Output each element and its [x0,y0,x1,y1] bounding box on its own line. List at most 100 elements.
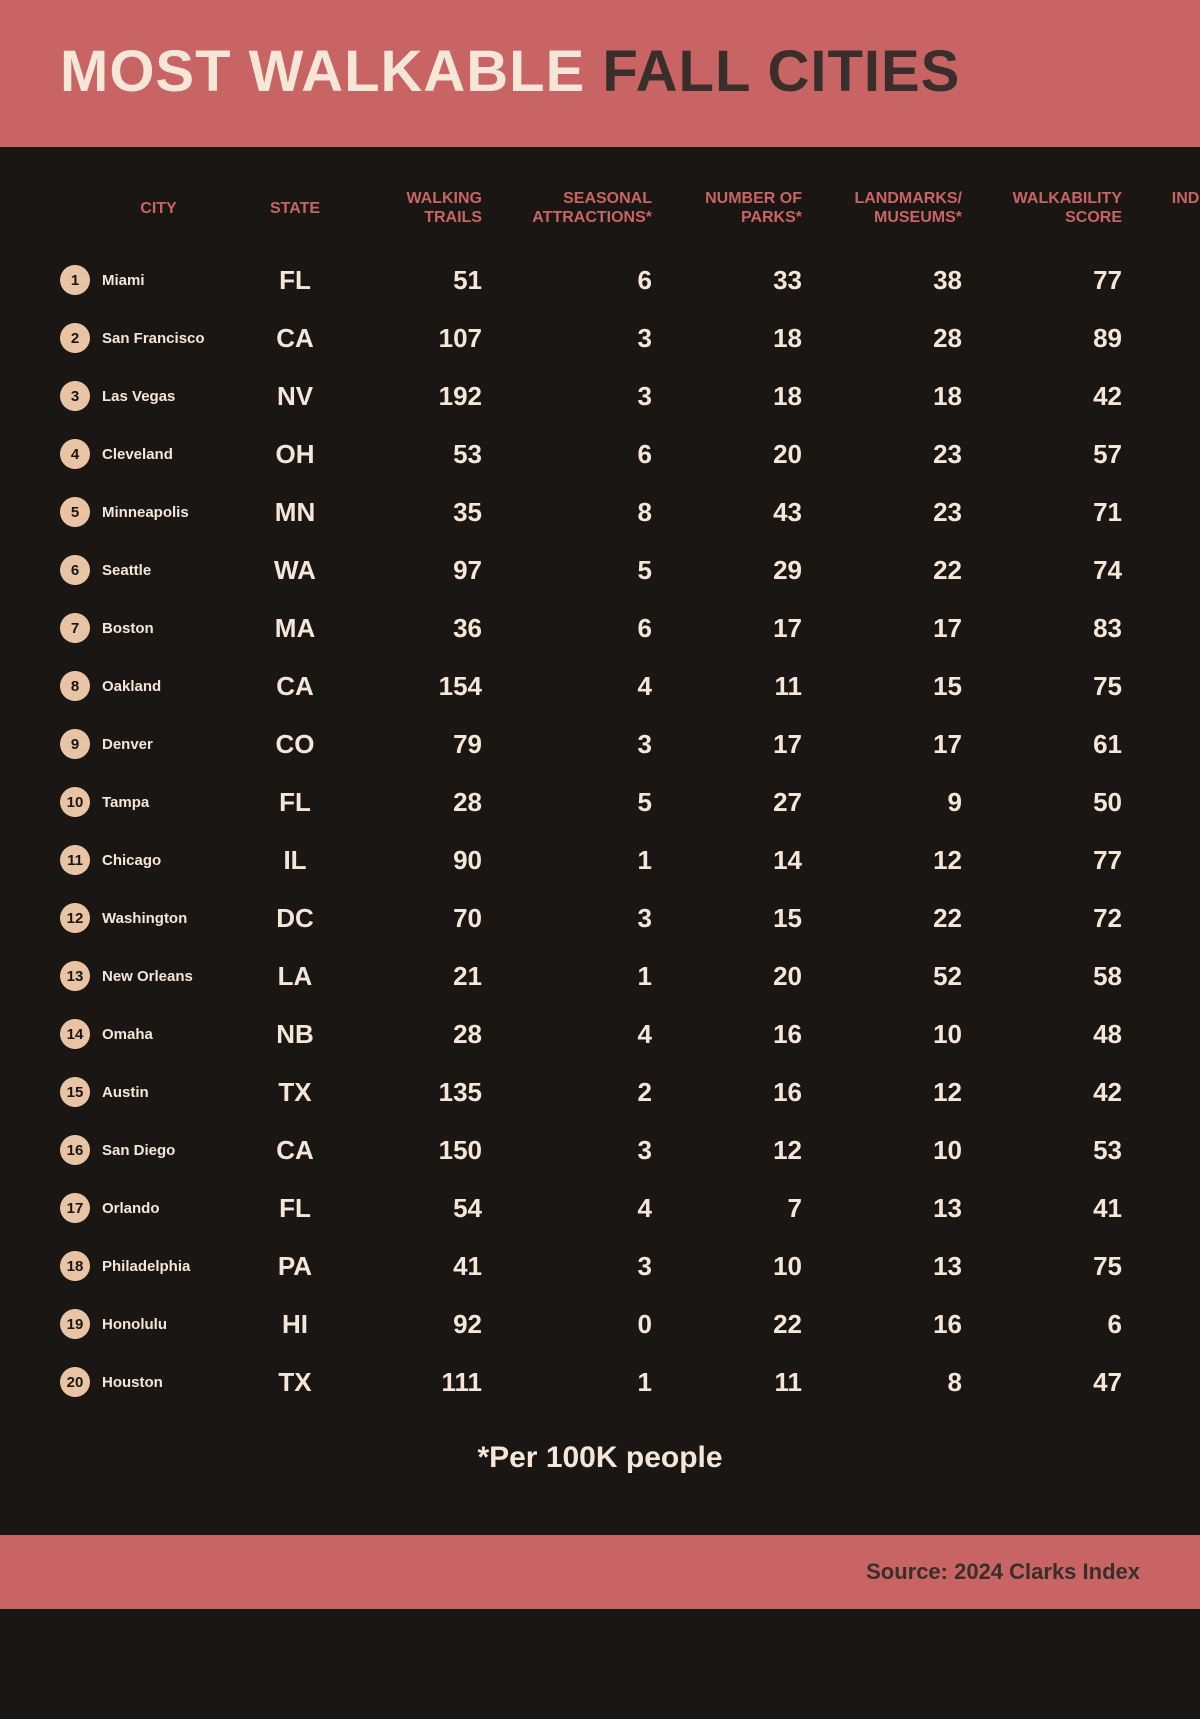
table-row: 16San DiegoCA150312105361 [60,1121,1140,1179]
rank-badge: 12 [60,903,90,933]
table-row: 18PhiladelphiaPA41310137558 [60,1237,1140,1295]
rank-badge: 9 [60,729,90,759]
index-cell: 79 [1130,497,1200,528]
state-cell: FL [240,787,350,818]
city-name: Miami [102,272,145,289]
city-name: Orlando [102,1200,160,1217]
state-cell: IL [240,845,350,876]
state-cell: TX [240,1367,350,1398]
trails-cell: 111 [350,1367,490,1398]
attractions-cell: 2 [490,1077,660,1108]
index-cell: 58 [1130,1251,1200,1282]
trails-cell: 54 [350,1193,490,1224]
walkability-cell: 72 [970,903,1130,934]
trails-cell: 28 [350,787,490,818]
index-cell: 66 [1130,903,1200,934]
city-name: Denver [102,736,153,753]
table-row: 1MiamiFL51633387788 [60,251,1140,309]
rank-badge: 10 [60,787,90,817]
source-text: Source: 2024 Clarks Index [866,1559,1140,1584]
rank-badge: 17 [60,1193,90,1223]
attractions-cell: 3 [490,1251,660,1282]
state-cell: HI [240,1309,350,1340]
rank-city-cell: 17 Orlando [60,1179,240,1237]
col-index: INDEX SCORE (100 MAX) [1130,177,1200,251]
landmarks-cell: 22 [810,903,970,934]
attractions-cell: 3 [490,323,660,354]
attractions-cell: 1 [490,961,660,992]
attractions-cell: 6 [490,613,660,644]
parks-cell: 10 [660,1251,810,1282]
landmarks-cell: 8 [810,1367,970,1398]
index-cell: 85 [1130,323,1200,354]
index-cell: 58 [1130,1367,1200,1398]
rank-badge: 16 [60,1135,90,1165]
table-row: 13New OrleansLA21120525863 [60,947,1140,1005]
city-name: Seattle [102,562,151,579]
footnote: *Per 100K people [60,1411,1140,1515]
table-row: 11ChicagoIL90114127767 [60,831,1140,889]
trails-cell: 192 [350,381,490,412]
city-name: Washington [102,910,187,927]
walkability-cell: 41 [970,1193,1130,1224]
walkability-cell: 42 [970,381,1130,412]
rank-city-cell: 7Boston [60,599,240,657]
city-name: Oakland [102,678,161,695]
rank-city-cell: 15Austin [60,1063,240,1121]
parks-cell: 17 [660,729,810,760]
rank-city-cell: 8Oakland [60,657,240,715]
parks-cell: 17 [660,613,810,644]
landmarks-cell: 13 [810,1193,970,1224]
landmarks-cell: 52 [810,961,970,992]
trails-cell: 135 [350,1077,490,1108]
index-cell: 59 [1130,1193,1200,1224]
rank-badge: 13 [60,961,90,991]
walkability-cell: 57 [970,439,1130,470]
landmarks-cell: 9 [810,787,970,818]
parks-cell: 33 [660,265,810,296]
attractions-cell: 1 [490,845,660,876]
state-cell: WA [240,555,350,586]
rank-city-cell: 1Miami [60,251,240,309]
state-cell: PA [240,1251,350,1282]
rank-city-cell: 13 New Orleans [60,947,240,1005]
city-name: New Orleans [102,968,193,985]
attractions-cell: 1 [490,1367,660,1398]
city-name: Honolulu [102,1316,167,1333]
index-cell: 63 [1130,1077,1200,1108]
table-row: 2San FranciscoCA107318288985 [60,309,1140,367]
title-accent: FALL CITIES [602,39,960,104]
attractions-cell: 0 [490,1309,660,1340]
header-band: MOST WALKABLE FALL CITIES [0,0,1200,147]
rank-city-cell: 14Omaha [60,1005,240,1063]
rank-badge: 11 [60,845,90,875]
landmarks-cell: 12 [810,1077,970,1108]
index-cell: 78 [1130,613,1200,644]
walkability-cell: 77 [970,845,1130,876]
attractions-cell: 3 [490,1135,660,1166]
city-name: Chicago [102,852,161,869]
table-row: 19HonoluluHI9202216658 [60,1295,1140,1353]
trails-cell: 51 [350,265,490,296]
attractions-cell: 4 [490,671,660,702]
index-cell: 61 [1130,1135,1200,1166]
city-name: Philadelphia [102,1258,190,1275]
trails-cell: 35 [350,497,490,528]
landmarks-cell: 28 [810,323,970,354]
rank-badge: 19 [60,1309,90,1339]
state-cell: MN [240,497,350,528]
rank-badge: 7 [60,613,90,643]
rank-city-cell: 19 Honolulu [60,1295,240,1353]
state-cell: TX [240,1077,350,1108]
walkability-cell: 58 [970,961,1130,992]
index-cell: 88 [1130,265,1200,296]
table-row: 12WashingtonDC70315227266 [60,889,1140,947]
col-parks: NUMBER OF PARKS* [660,177,810,251]
city-name: Las Vegas [102,388,175,405]
city-name: Minneapolis [102,504,189,521]
rank-city-cell: 16San Diego [60,1121,240,1179]
header-row: CITY STATE WALKING TRAILS SEASONAL ATTRA… [60,177,1140,251]
table-row: 8OaklandCA154411157573 [60,657,1140,715]
parks-cell: 14 [660,845,810,876]
landmarks-cell: 15 [810,671,970,702]
